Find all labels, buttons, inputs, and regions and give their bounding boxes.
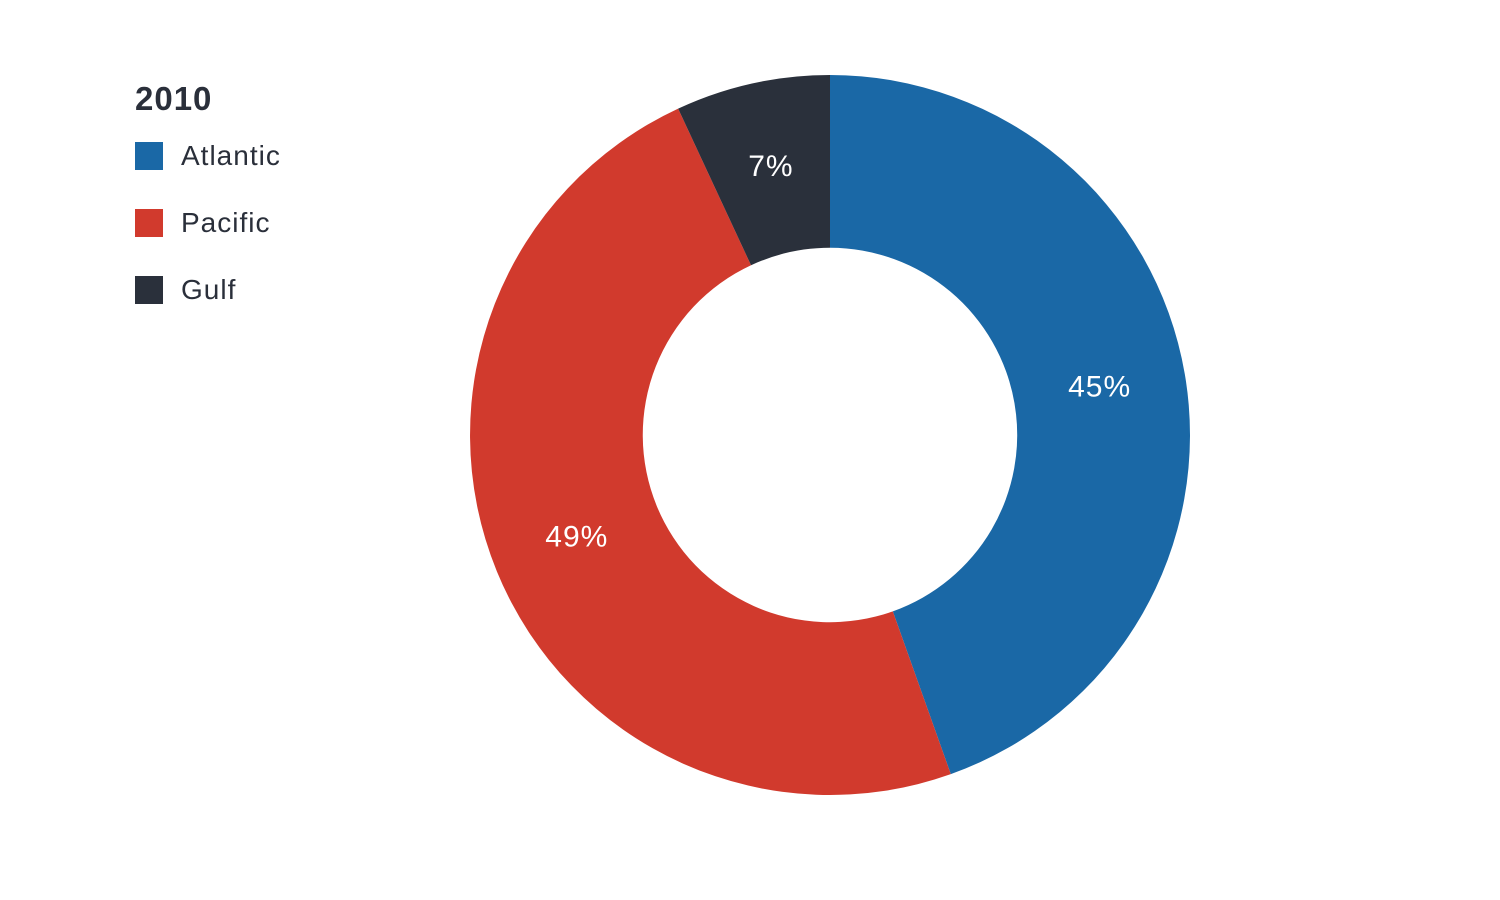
pct-label-atlantic: 45% bbox=[1068, 370, 1131, 403]
legend: 2010 Atlantic Pacific Gulf bbox=[135, 80, 281, 306]
legend-item-gulf: Gulf bbox=[135, 274, 281, 306]
legend-swatch-pacific bbox=[135, 209, 163, 237]
legend-label-pacific: Pacific bbox=[181, 207, 270, 239]
legend-item-pacific: Pacific bbox=[135, 207, 281, 239]
chart-container: 2010 Atlantic Pacific Gulf 45% 4 bbox=[0, 0, 1500, 900]
pct-label-pacific: 49% bbox=[545, 521, 608, 554]
legend-items: Atlantic Pacific Gulf bbox=[135, 140, 281, 306]
legend-label-gulf: Gulf bbox=[181, 274, 236, 306]
donut-segments bbox=[470, 75, 1190, 795]
legend-title: 2010 bbox=[135, 80, 281, 118]
legend-item-atlantic: Atlantic bbox=[135, 140, 281, 172]
pct-label-gulf: 7% bbox=[748, 150, 793, 183]
legend-label-atlantic: Atlantic bbox=[181, 140, 281, 172]
donut-chart: 45% 49% 7% bbox=[450, 55, 1210, 815]
legend-swatch-atlantic bbox=[135, 142, 163, 170]
legend-swatch-gulf bbox=[135, 276, 163, 304]
